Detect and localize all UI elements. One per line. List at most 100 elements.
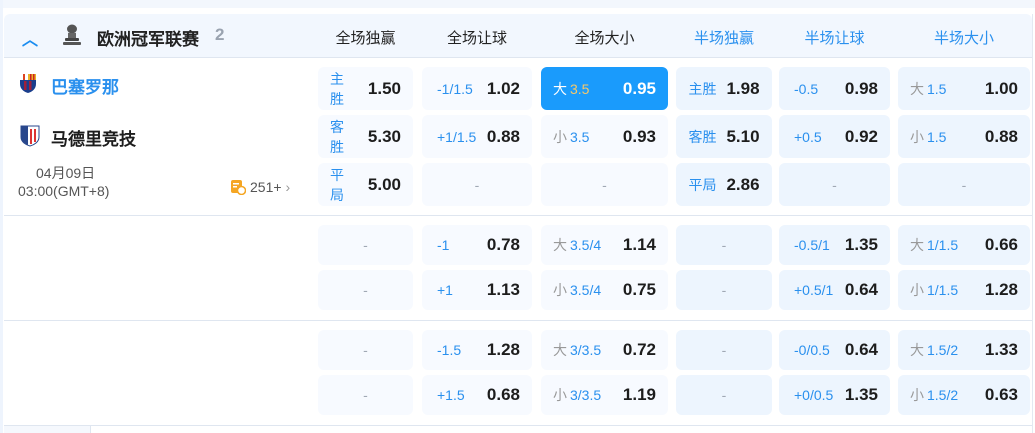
barcelona-badge-icon (20, 74, 36, 93)
divider (4, 320, 1032, 321)
odds-value: 0.64 (844, 340, 878, 359)
handicap-line: 3.5 (570, 128, 590, 145)
empty-odds: - (721, 237, 727, 253)
handicap-line: +0/0.5 (794, 387, 834, 403)
odds-cell-ht-handicap[interactable]: -0/0.5 0.64 (779, 330, 890, 370)
odds-value: 0.93 (622, 126, 656, 146)
handicap-line: 1.5 (927, 80, 947, 97)
odds-cell-ft-handicap: - (422, 163, 532, 206)
odds-value: 1.02 (486, 78, 520, 98)
odds-value: 1.28 (984, 280, 1018, 299)
odds-value: 1.13 (486, 280, 520, 299)
odds-value: 5.10 (726, 126, 760, 146)
handicap-line: 3.5/4 (570, 237, 602, 253)
odds-cell-ft-total[interactable]: 小 3.5/4 0.75 (541, 270, 668, 310)
selection-label: 客胜 (330, 118, 344, 155)
empty-odds: - (363, 342, 368, 358)
selection-label: 平局 (330, 166, 344, 203)
match-datetime: 04月09日 03:00(GMT+8) (18, 164, 109, 200)
selection-label: 大 (553, 80, 567, 97)
odds-cell-ft-handicap[interactable]: -1 0.78 (422, 225, 532, 265)
odds-cell-ft-1x2: - (318, 375, 413, 415)
league-name: 欧洲冠军联赛 (97, 30, 199, 49)
handicap-line: -0.5/1 (794, 237, 830, 253)
empty-odds: - (474, 176, 480, 193)
odds-cell-ft-total[interactable]: 大 3.5/4 1.14 (541, 225, 668, 265)
odds-value: 0.75 (622, 280, 656, 299)
odds-cell-ht-total[interactable]: 大 1/1.5 0.66 (898, 225, 1030, 265)
selection-label: 小 (910, 282, 924, 298)
odds-cell-ft-total[interactable]: 小 3.5 0.93 (541, 115, 668, 158)
odds-cell-ft-handicap[interactable]: +1/1.5 0.88 (422, 115, 532, 158)
handicap-line: 1/1.5 (927, 237, 959, 253)
odds-cell-ht-handicap[interactable]: -0.5 0.98 (779, 67, 890, 110)
odds-cell-ht-handicap[interactable]: +0/0.5 1.35 (779, 375, 890, 415)
top-strip (0, 0, 1035, 8)
handicap-line: -1.5 (437, 342, 462, 358)
selection-label: 客胜 (688, 128, 717, 145)
away-team[interactable]: 马德里竞技 (51, 130, 136, 149)
home-team[interactable]: 巴塞罗那 (51, 78, 119, 97)
col-header-ht-handicap: 半场让球 (804, 30, 865, 47)
odds-cell-ft-1x2: - (318, 330, 413, 370)
odds-value: 5.30 (367, 126, 401, 146)
odds-cell-ft-1x2[interactable]: 平局 5.00 (318, 163, 413, 206)
odds-cell-ht-total[interactable]: 大 1.5/2 1.33 (898, 330, 1030, 370)
odds-cell-ft-1x2[interactable]: 客胜 5.30 (318, 115, 413, 158)
odds-value: 1.98 (726, 78, 760, 98)
odds-cell-ft-handicap[interactable]: +1.5 0.68 (422, 375, 532, 415)
odds-cell-ht-1x2[interactable]: 客胜 5.10 (676, 115, 772, 158)
atletico-badge-icon (20, 125, 40, 147)
odds-cell-ft-1x2: - (318, 270, 413, 310)
handicap-line: -1/1.5 (437, 80, 473, 97)
odds-cell-ht-handicap[interactable]: +0.5 0.92 (779, 115, 890, 158)
odds-cell-ht-1x2[interactable]: 主胜 1.98 (676, 67, 772, 110)
odds-cell-ft-1x2: - (318, 225, 413, 265)
odds-value: 1.35 (844, 235, 878, 254)
selection-label: 主胜 (330, 70, 344, 107)
selection-label: 小 (910, 387, 924, 403)
odds-value: 1.33 (984, 340, 1018, 359)
odds-cell-ht-total[interactable]: 小 1.5 0.88 (898, 115, 1030, 158)
odds-cell-ht-1x2[interactable]: 平局 2.86 (676, 163, 772, 206)
match-date: 04月09日 (36, 165, 96, 181)
odds-cell-ft-total[interactable]: 大 3/3.5 0.72 (541, 330, 668, 370)
league-header[interactable]: ︿ 欧洲冠军联赛 2 全场独赢 全场让球 全场大小 半场独赢 半场让球 半场大小 (4, 14, 1032, 58)
odds-cell-ht-1x2: - (676, 330, 772, 370)
col-header-ft-1x2: 全场独赢 (335, 30, 396, 47)
odds-value: 0.98 (844, 78, 878, 98)
selection-label: 主胜 (688, 80, 717, 97)
odds-cell-ft-handicap[interactable]: +1 1.13 (422, 270, 532, 310)
odds-cell-ft-handicap[interactable]: -1.5 1.28 (422, 330, 532, 370)
empty-odds: - (721, 387, 727, 403)
handicap-line: +0.5/1 (794, 282, 834, 298)
empty-odds: - (832, 176, 837, 193)
odds-value: 0.63 (984, 385, 1018, 404)
chevron-right-icon: › (285, 179, 291, 195)
odds-value: 0.88 (984, 126, 1018, 146)
match-count: 2 (215, 25, 225, 44)
more-markets-link[interactable]: 251+ › (230, 179, 290, 195)
handicap-line: 3.5 (570, 80, 590, 97)
chevron-up-icon[interactable]: ︿ (22, 32, 39, 49)
odds-value: 0.95 (622, 78, 656, 98)
odds-cell-ht-handicap[interactable]: +0.5/1 0.64 (779, 270, 890, 310)
odds-cell-ht-total[interactable]: 大 1.5 1.00 (898, 67, 1030, 110)
odds-value: 1.35 (844, 385, 878, 404)
col-header-ft-handicap: 全场让球 (446, 30, 507, 47)
odds-cell-ht-total[interactable]: 小 1.5/2 0.63 (898, 375, 1030, 415)
odds-value: 0.78 (486, 235, 520, 254)
odds-cell-ht-total[interactable]: 小 1/1.5 1.28 (898, 270, 1030, 310)
odds-cell-ft-total[interactable]: 小 3/3.5 1.19 (541, 375, 668, 415)
odds-value: 0.68 (486, 385, 520, 404)
odds-cell-ft-1x2[interactable]: 主胜 1.50 (318, 67, 413, 110)
odds-value: 5.00 (367, 174, 401, 194)
odds-cell-ht-1x2: - (676, 270, 772, 310)
selection-label: 小 (553, 128, 567, 145)
odds-cell-ft-total[interactable]: 大 3.5 0.95 (541, 67, 668, 110)
odds-cell-ft-handicap[interactable]: -1/1.5 1.02 (422, 67, 532, 110)
odds-value: 0.88 (486, 126, 520, 146)
selection-label: 平局 (688, 176, 717, 193)
odds-cell-ht-total: - (898, 163, 1030, 206)
odds-cell-ht-handicap[interactable]: -0.5/1 1.35 (779, 225, 890, 265)
